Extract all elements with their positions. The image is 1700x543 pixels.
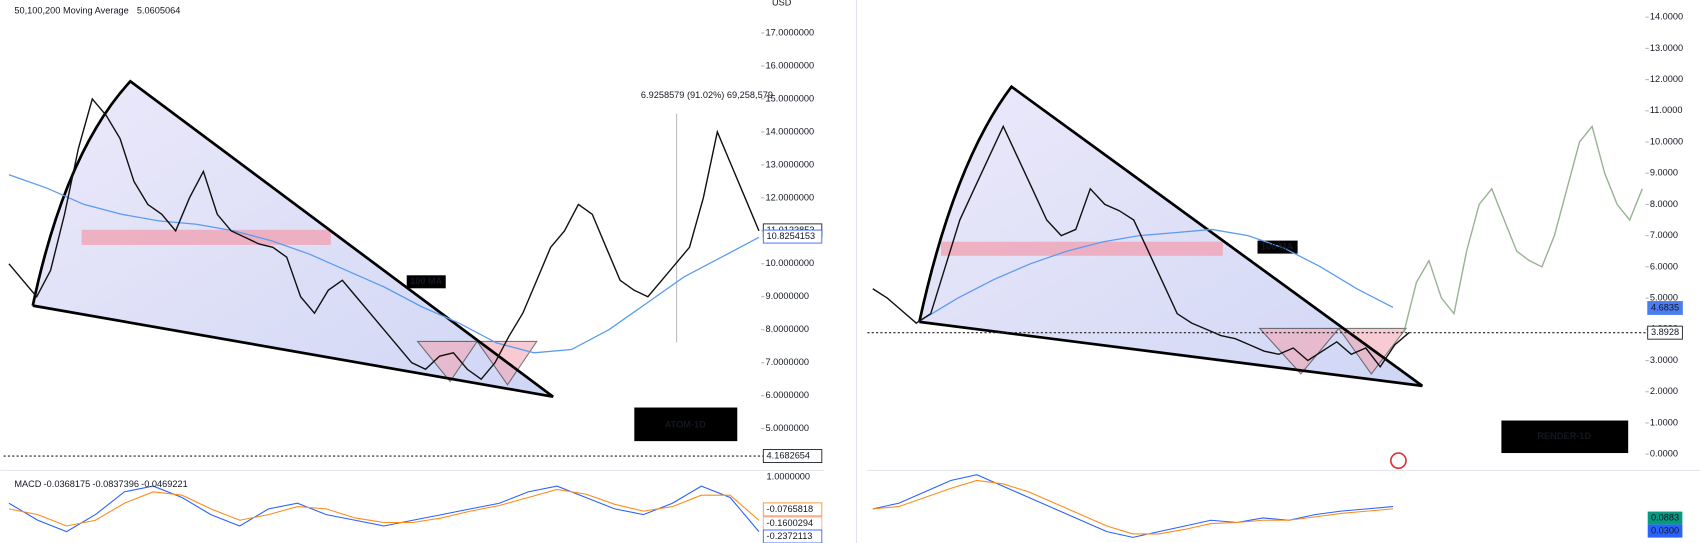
flag-icon <box>1390 452 1407 470</box>
resistance-zone <box>81 229 331 245</box>
ma-tag: 100 MA <box>410 276 443 286</box>
price-tag-box <box>762 229 823 244</box>
y-tick-label: 10.0000 <box>1650 136 1683 146</box>
y-tick-label: 9.0000 <box>1650 168 1678 178</box>
resistance-zone <box>941 241 1223 256</box>
signal-line <box>872 479 1394 535</box>
y-tick-label: 16.0000000 <box>765 60 814 70</box>
y-tick-label: 14.0000 <box>1650 12 1683 22</box>
y-tick-label: 8.0000 <box>1650 199 1678 209</box>
y-tick-label: 8.0000000 <box>765 324 809 334</box>
macd-line <box>872 474 1394 538</box>
pattern-triangles <box>1258 327 1408 375</box>
symbol-label: ATOM-1D <box>665 419 706 429</box>
macd-tag-box <box>1647 524 1683 538</box>
macd-value: -0.0837396 <box>92 479 139 489</box>
y-tick-label: 12.0000000 <box>765 192 814 202</box>
price-tag-box <box>762 449 823 464</box>
macd-tag: -0.2372113 <box>767 531 813 541</box>
macd-tag: -0.1600294 <box>767 518 814 528</box>
y-tick-label: 12.0000 <box>1650 74 1683 84</box>
macd-tag-box <box>1647 511 1683 525</box>
currency: USD <box>772 0 792 8</box>
wedge-lines <box>31 79 554 399</box>
y-tick-label: 11.0000 <box>1650 105 1683 115</box>
price-line <box>872 124 1410 368</box>
ma-tag: 100 MA <box>1261 242 1294 252</box>
macd-label: MACD <box>14 479 41 489</box>
price-tag: 10.8254153 <box>767 231 816 241</box>
price-tag-box <box>1647 301 1683 315</box>
y-tick-label: 2.0000 <box>1650 386 1678 396</box>
price-tag-box <box>1647 325 1683 340</box>
projection-line <box>1403 124 1643 333</box>
symbol-box <box>1501 420 1629 454</box>
y-tick-label: 9.0000000 <box>765 291 809 301</box>
y-tick-label: 6.0000000 <box>765 390 809 400</box>
y-tick-label: 17.0000000 <box>765 27 814 37</box>
y-tick-label: 7.0000 <box>1650 230 1678 240</box>
y-tick-label: 13.0000 <box>1650 43 1683 53</box>
price-tag: 4.6835 <box>1651 302 1679 312</box>
macd-tag-box <box>762 529 823 543</box>
macd-value: -0.0469221 <box>141 479 188 489</box>
moving-average <box>921 228 1394 321</box>
y-tick-label: 5.0000 <box>1650 293 1678 303</box>
wedge-fill <box>919 86 1423 386</box>
moving-average <box>8 174 760 354</box>
indicator-name: 50,100,200 Moving Average <box>14 5 128 15</box>
price-tag: 4.1682654 <box>767 451 811 461</box>
macd-tag-box <box>762 502 823 517</box>
macd-tag: 0.0300 <box>1651 526 1679 536</box>
signal-line <box>8 488 760 527</box>
y-tick-label: 13.0000000 <box>765 159 814 169</box>
macd-tag: 1.0000000 <box>767 471 811 481</box>
symbol-label: RENDER-1D <box>1537 431 1591 441</box>
macd-line <box>8 485 760 533</box>
y-tick-label: 0.0000 <box>1650 449 1678 459</box>
y-tick-label: 10.0000000 <box>765 258 814 268</box>
price-tag: 3.8928 <box>1651 327 1679 337</box>
y-tick-label: 14.0000000 <box>765 126 814 136</box>
y-tick-label: 3.0000 <box>1650 355 1678 365</box>
macd-tag: -0.0765818 <box>767 504 814 514</box>
indicator-value: 5.0605064 <box>137 5 181 15</box>
wedge-lines <box>918 84 1424 388</box>
macd-value: -0.0368175 <box>44 479 91 489</box>
y-tick-label: 6.0000 <box>1650 261 1678 271</box>
price-line <box>8 97 760 381</box>
measure-label: 6.9258579 (91.02%) 69,258,579 <box>641 90 773 100</box>
y-tick-label: 7.0000000 <box>765 357 809 367</box>
symbol-box <box>634 407 738 442</box>
ma-tag-box <box>406 275 446 289</box>
y-tick-label: 1.0000 <box>1650 417 1678 427</box>
y-tick-label: 15.0000000 <box>765 93 814 103</box>
y-tick-label: 5.0000000 <box>765 423 809 433</box>
macd-tag: 0.0883 <box>1651 513 1679 523</box>
